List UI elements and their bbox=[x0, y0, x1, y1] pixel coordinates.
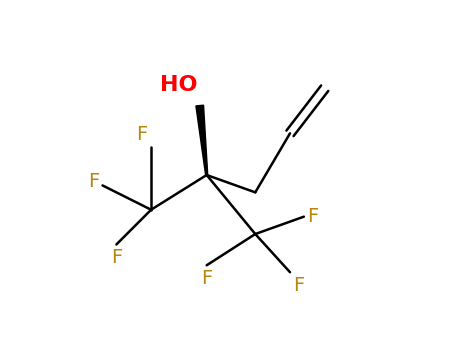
Text: F: F bbox=[308, 207, 318, 226]
Polygon shape bbox=[196, 105, 207, 175]
Text: F: F bbox=[88, 173, 99, 191]
Text: HO: HO bbox=[160, 75, 197, 95]
Text: F: F bbox=[136, 125, 147, 144]
Text: F: F bbox=[201, 269, 212, 288]
Text: F: F bbox=[293, 276, 305, 295]
Text: F: F bbox=[111, 248, 122, 267]
